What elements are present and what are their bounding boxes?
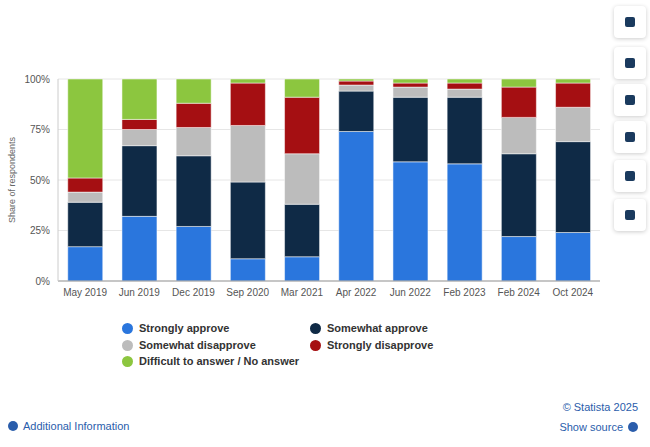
svg-text:Share of respondents: Share of respondents <box>8 136 17 223</box>
html-text:Strongly approve: Strongly approve <box>139 322 230 334</box>
svg-text:Mar 2021: Mar 2021 <box>281 287 324 298</box>
svg-text:Feb 2024: Feb 2024 <box>498 287 541 298</box>
svg-text:Oct 2024: Oct 2024 <box>553 287 594 298</box>
html-text:Difficult to answer / No answe: Difficult to answer / No answer <box>139 355 300 367</box>
svg-text:100%: 100% <box>24 74 50 85</box>
svg-text:Jun 2019: Jun 2019 <box>119 287 161 298</box>
html-text:© Statista 2025: © Statista 2025 <box>562 401 638 413</box>
svg-text:50%: 50% <box>30 175 50 186</box>
svg-text:25%: 25% <box>30 225 50 236</box>
svg-text:0%: 0% <box>36 276 51 287</box>
html-text:Additional Information: Additional Information <box>23 420 130 432</box>
svg-text:75%: 75% <box>30 124 50 135</box>
html-text:Somewhat disapprove: Somewhat disapprove <box>139 339 256 351</box>
svg-text:Sep 2020: Sep 2020 <box>226 287 269 298</box>
svg-text:Dec 2019: Dec 2019 <box>172 287 215 298</box>
svg-text:May 2019: May 2019 <box>63 287 107 298</box>
svg-text:Jun 2022: Jun 2022 <box>390 287 432 298</box>
html-text:Strongly disapprove: Strongly disapprove <box>327 339 434 351</box>
svg-text:Feb 2023: Feb 2023 <box>443 287 486 298</box>
svg-text:Apr 2022: Apr 2022 <box>336 287 377 298</box>
html-text:Somewhat approve: Somewhat approve <box>327 322 428 334</box>
html-text:Show source: Show source <box>559 421 623 433</box>
